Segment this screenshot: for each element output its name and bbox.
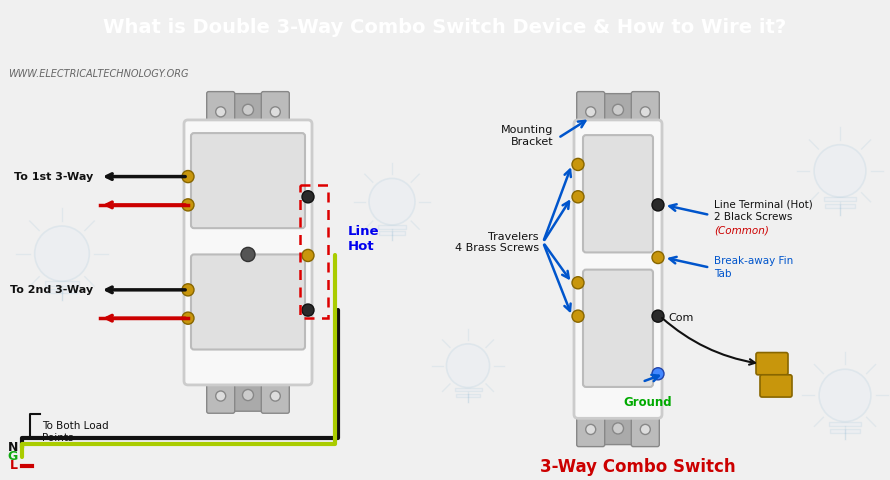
Bar (379, 231, 405, 235)
Circle shape (242, 389, 254, 401)
Bar (829, 421, 862, 426)
FancyBboxPatch shape (631, 92, 659, 126)
Circle shape (302, 304, 314, 316)
FancyBboxPatch shape (583, 135, 653, 252)
FancyBboxPatch shape (207, 379, 289, 411)
Text: L: L (10, 459, 18, 472)
Bar (830, 429, 860, 433)
Circle shape (182, 170, 194, 182)
Circle shape (640, 424, 651, 434)
Text: Line
Hot: Line Hot (348, 225, 379, 253)
FancyBboxPatch shape (207, 94, 289, 126)
Circle shape (35, 226, 89, 281)
Text: To 1st 3-Way: To 1st 3-Way (13, 171, 93, 181)
Circle shape (819, 369, 871, 421)
Circle shape (242, 104, 254, 115)
Circle shape (612, 104, 624, 115)
Circle shape (215, 107, 226, 117)
Text: N: N (8, 441, 18, 454)
Bar (300, 185, 328, 318)
Circle shape (652, 252, 664, 264)
FancyBboxPatch shape (760, 375, 792, 397)
Circle shape (271, 391, 280, 401)
Circle shape (241, 247, 255, 262)
Circle shape (302, 191, 314, 203)
Circle shape (302, 250, 314, 262)
FancyBboxPatch shape (631, 412, 659, 446)
FancyBboxPatch shape (577, 412, 604, 446)
Circle shape (586, 107, 595, 117)
Circle shape (612, 423, 624, 434)
Circle shape (814, 144, 866, 197)
Bar (44, 281, 79, 286)
Circle shape (182, 284, 194, 296)
Circle shape (652, 310, 664, 322)
Text: 2 Black Screws: 2 Black Screws (714, 212, 792, 222)
FancyBboxPatch shape (206, 92, 235, 126)
Text: Break-away Fin: Break-away Fin (714, 255, 793, 265)
Circle shape (572, 310, 584, 322)
Text: To Both Load
Points: To Both Load Points (42, 421, 109, 443)
Text: Tab: Tab (714, 269, 732, 279)
Circle shape (572, 276, 584, 289)
Circle shape (182, 199, 194, 211)
Circle shape (572, 191, 584, 203)
Text: Line Terminal (Hot): Line Terminal (Hot) (714, 200, 813, 210)
Bar (824, 197, 856, 201)
Bar (455, 387, 481, 391)
FancyBboxPatch shape (577, 92, 604, 126)
FancyBboxPatch shape (262, 92, 289, 126)
Circle shape (182, 312, 194, 324)
FancyBboxPatch shape (577, 412, 659, 444)
Text: 3-Way Combo Switch: 3-Way Combo Switch (540, 458, 736, 476)
Text: WWW.ELECTRICALTECHNOLOGY.ORG: WWW.ELECTRICALTECHNOLOGY.ORG (8, 70, 189, 79)
FancyBboxPatch shape (574, 120, 662, 418)
Text: Mounting
Bracket: Mounting Bracket (500, 125, 553, 147)
FancyBboxPatch shape (191, 254, 305, 349)
Text: G: G (8, 450, 18, 463)
Text: What is Double 3-Way Combo Switch Device & How to Wire it?: What is Double 3-Way Combo Switch Device… (103, 18, 787, 37)
FancyBboxPatch shape (184, 120, 312, 385)
Text: Ground: Ground (624, 396, 672, 409)
Text: Com: Com (668, 313, 693, 323)
FancyBboxPatch shape (756, 352, 788, 375)
FancyBboxPatch shape (577, 94, 659, 126)
Bar (456, 394, 480, 397)
Bar (377, 225, 407, 228)
Bar (46, 289, 77, 293)
Text: To 2nd 3-Way: To 2nd 3-Way (10, 285, 93, 295)
FancyBboxPatch shape (262, 379, 289, 413)
Circle shape (652, 368, 664, 380)
Circle shape (572, 158, 584, 170)
Circle shape (640, 107, 651, 117)
Circle shape (586, 424, 595, 434)
Circle shape (447, 344, 490, 387)
Text: (Common): (Common) (714, 225, 769, 235)
Bar (825, 204, 854, 208)
Circle shape (271, 107, 280, 117)
FancyBboxPatch shape (191, 133, 305, 228)
FancyBboxPatch shape (583, 270, 653, 387)
Circle shape (652, 199, 664, 211)
Circle shape (215, 391, 226, 401)
FancyBboxPatch shape (206, 379, 235, 413)
Text: Travelers
4 Brass Screws: Travelers 4 Brass Screws (455, 231, 539, 253)
Circle shape (369, 179, 415, 225)
